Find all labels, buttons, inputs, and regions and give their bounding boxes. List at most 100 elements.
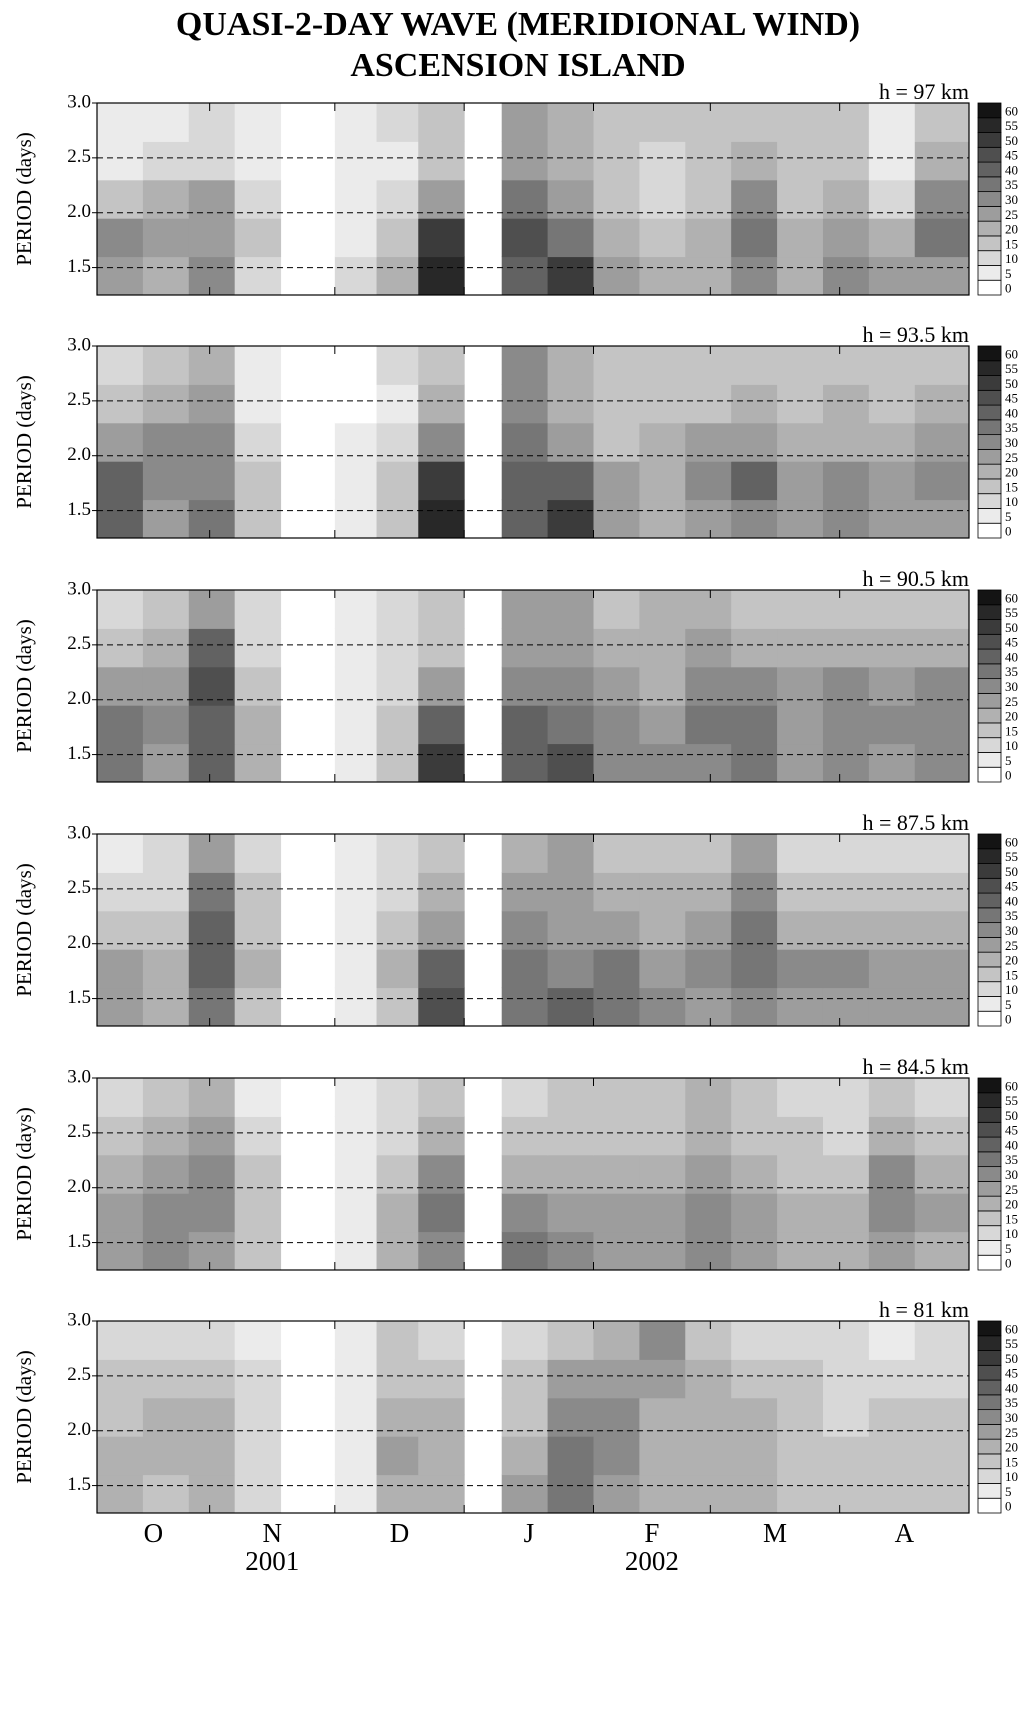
contour-cell bbox=[501, 743, 549, 783]
contour-cell bbox=[97, 1193, 144, 1233]
contour-cell bbox=[501, 590, 549, 629]
colorbar-label: 20 bbox=[1005, 1440, 1018, 1455]
contour-cell bbox=[501, 1359, 549, 1399]
contour-cell bbox=[376, 1474, 419, 1514]
colorbar-box bbox=[977, 404, 1002, 421]
contour-cell bbox=[376, 1231, 419, 1271]
contour-cell bbox=[334, 1231, 378, 1271]
contour-cell bbox=[731, 743, 778, 783]
colorbar-box bbox=[977, 766, 1002, 783]
colorbar-box bbox=[977, 1225, 1002, 1241]
plot-frame bbox=[96, 1320, 970, 1514]
contour-cell bbox=[914, 461, 970, 501]
contour-cell bbox=[685, 141, 732, 181]
contour-cell bbox=[685, 1436, 732, 1476]
colorbar-label: 55 bbox=[1005, 605, 1018, 620]
colorbar-box bbox=[977, 892, 1002, 909]
colorbar-box bbox=[977, 1468, 1002, 1484]
chart-title: QUASI-2-DAY WAVE (MERIDIONAL WIND) bbox=[176, 6, 860, 43]
contour-cell bbox=[376, 1078, 419, 1117]
contour-cell bbox=[334, 103, 378, 142]
colorbar-label: 0 bbox=[1005, 1012, 1012, 1027]
contour-cell bbox=[376, 590, 419, 629]
contour-cell bbox=[142, 705, 190, 745]
colorbar-box bbox=[977, 604, 1002, 620]
colorbar-label: 45 bbox=[1005, 148, 1018, 163]
colorbar-box bbox=[977, 936, 1002, 953]
contour-cell bbox=[334, 590, 378, 629]
contour-cell bbox=[822, 628, 870, 668]
contour-cell bbox=[234, 872, 282, 912]
year-label: 2002 bbox=[625, 1546, 679, 1576]
colorbar-box bbox=[977, 1453, 1002, 1470]
contour-cell bbox=[822, 141, 870, 181]
colorbar-box bbox=[977, 1497, 1002, 1514]
contour-cell bbox=[593, 872, 640, 912]
colorbar-label: 5 bbox=[1005, 997, 1012, 1012]
contour-cell bbox=[731, 1436, 778, 1476]
contour-cell bbox=[97, 461, 144, 501]
contour-cell bbox=[639, 1231, 686, 1271]
y-axis-label: PERIOD (days) bbox=[12, 1107, 36, 1241]
contour-cell bbox=[731, 949, 778, 989]
x-tick-label: A bbox=[895, 1518, 915, 1548]
colorbar-box bbox=[977, 678, 1002, 694]
colorbar-box bbox=[977, 522, 1002, 539]
contour-cell bbox=[593, 1321, 640, 1360]
y-tick-label: 2.0 bbox=[67, 1419, 91, 1440]
contour-cell bbox=[868, 1193, 916, 1233]
contour-cell bbox=[731, 384, 778, 424]
contour-cell bbox=[501, 1321, 549, 1360]
colorbar-label: 10 bbox=[1005, 738, 1018, 753]
contour-cell bbox=[97, 1231, 144, 1271]
contour-cell bbox=[188, 103, 236, 142]
panel-label: h = 87.5 km bbox=[862, 810, 969, 835]
colorbar-box bbox=[977, 419, 1002, 436]
contour-cell bbox=[731, 461, 778, 501]
y-tick-label: 1.5 bbox=[67, 1474, 91, 1495]
contour-cell bbox=[547, 705, 594, 745]
contour-cell bbox=[593, 499, 640, 539]
contour-cell bbox=[685, 987, 732, 1027]
contour-cell bbox=[731, 628, 778, 668]
contour-cell bbox=[376, 987, 419, 1027]
contour-cell bbox=[777, 1474, 824, 1514]
contour-cell bbox=[376, 949, 419, 989]
colorbar-label: 50 bbox=[1005, 376, 1018, 391]
colorbar-box bbox=[977, 161, 1002, 178]
contour-cell bbox=[418, 1078, 465, 1117]
contour-cell bbox=[914, 949, 970, 989]
contour-cell bbox=[914, 987, 970, 1027]
contour-cell bbox=[418, 987, 465, 1027]
contour-cell bbox=[418, 218, 465, 258]
contour-cell bbox=[731, 256, 778, 296]
panel: 1.5 2.0 2.5 3.0 h = 97 km PERIOD (days) 051015… bbox=[12, 79, 1018, 296]
contour-cell bbox=[418, 1116, 465, 1156]
contour-cell bbox=[639, 1321, 686, 1360]
contour-cell bbox=[639, 384, 686, 424]
colorbar-box bbox=[977, 707, 1002, 724]
contour-cell bbox=[334, 743, 378, 783]
contour-cell bbox=[777, 1193, 824, 1233]
contour-cell bbox=[418, 705, 465, 745]
contour-cell bbox=[188, 1231, 236, 1271]
colorbar-label: 0 bbox=[1005, 768, 1012, 783]
colorbar-label: 40 bbox=[1005, 1137, 1018, 1152]
colorbar-label: 20 bbox=[1005, 465, 1018, 480]
contour-cell bbox=[418, 872, 465, 912]
contour-cell bbox=[97, 346, 144, 385]
contour-cell bbox=[731, 705, 778, 745]
contour-cell bbox=[418, 590, 465, 629]
contour-cell bbox=[188, 141, 236, 181]
x-tick-label: M bbox=[763, 1518, 787, 1548]
colorbar-box bbox=[977, 265, 1002, 281]
contour-cell bbox=[822, 872, 870, 912]
contour-cell bbox=[188, 346, 236, 385]
contour-cell bbox=[868, 103, 916, 142]
x-tick-label: D bbox=[390, 1518, 410, 1548]
contour-cell bbox=[234, 384, 282, 424]
contour-cell bbox=[188, 384, 236, 424]
contour-cell bbox=[777, 103, 824, 142]
contour-cell bbox=[685, 743, 732, 783]
colorbar-box bbox=[977, 235, 1002, 252]
